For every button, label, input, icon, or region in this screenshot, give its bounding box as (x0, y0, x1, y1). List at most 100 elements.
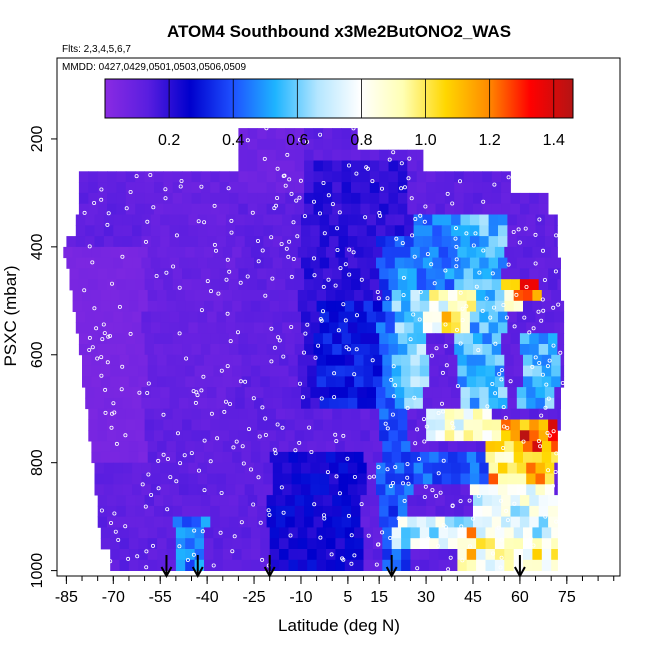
sample-point (260, 405, 265, 410)
heatmap-cell (463, 171, 474, 183)
heatmap-cell (175, 538, 186, 550)
heatmap-cell (144, 203, 155, 215)
heatmap-cell (438, 549, 449, 561)
heatmap-cell (210, 203, 221, 215)
heatmap-cell (116, 182, 127, 194)
heatmap-cell (247, 430, 258, 442)
heatmap-cell (341, 516, 352, 528)
heatmap-cell (154, 192, 164, 205)
heatmap-cell (526, 397, 536, 410)
heatmap-cell (222, 441, 233, 453)
heatmap-cell (144, 268, 155, 280)
heatmap-cell (341, 182, 352, 194)
heatmap-cell (523, 559, 533, 571)
heatmap-cell (457, 300, 468, 312)
heatmap-cell (213, 527, 224, 539)
heatmap-cell (157, 538, 167, 550)
sample-point (144, 549, 149, 554)
heatmap-cell (116, 279, 127, 291)
heatmap-cell (172, 203, 183, 215)
heatmap-cell (172, 279, 183, 291)
heatmap-cell (385, 225, 396, 237)
heatmap-cell (279, 441, 289, 453)
heatmap-cell (457, 451, 468, 464)
heatmap-cell (432, 214, 443, 226)
sample-point (391, 394, 396, 399)
sample-point (511, 229, 516, 234)
heatmap-cell (507, 236, 518, 248)
heatmap-cell (247, 138, 258, 151)
sample-point (517, 240, 522, 245)
heatmap-cell (372, 290, 383, 302)
heatmap-cell (426, 505, 436, 518)
heatmap-cell (257, 149, 267, 161)
sample-point (82, 288, 87, 293)
heatmap-cell (504, 451, 515, 464)
heatmap-cell (235, 387, 246, 399)
heatmap-cell (410, 246, 421, 259)
heatmap-cell (172, 182, 183, 194)
sample-point (383, 421, 388, 426)
heatmap-cell (397, 430, 408, 442)
heatmap-cell (316, 376, 327, 388)
heatmap-cell (538, 279, 549, 291)
heatmap-cell (529, 505, 540, 518)
heatmap-cell (132, 322, 142, 334)
sample-point (454, 327, 459, 332)
sample-point (246, 427, 251, 432)
heatmap-cell (369, 333, 380, 345)
heatmap-cell (222, 290, 233, 302)
heatmap-cell (523, 451, 533, 464)
sample-point (337, 210, 342, 215)
heatmap-cell (551, 246, 558, 259)
heatmap-cell (322, 516, 333, 528)
heatmap-cell (432, 462, 443, 474)
heatmap-cell (250, 527, 261, 539)
heatmap-cell (266, 182, 277, 194)
heatmap-cell (557, 333, 565, 345)
heatmap-cell (338, 473, 349, 485)
sample-point (423, 204, 428, 209)
heatmap-cell (469, 473, 480, 485)
heatmap-cell (282, 322, 292, 334)
heatmap-cell (294, 516, 305, 528)
heatmap-cell (523, 246, 533, 259)
heatmap-cell (476, 300, 486, 312)
heatmap-cell (282, 462, 292, 474)
heatmap-cell (141, 257, 152, 269)
sample-point (523, 226, 528, 231)
heatmap-cell (332, 128, 342, 140)
heatmap-cell (335, 376, 346, 388)
x-tick-label: -25 (242, 589, 265, 606)
heatmap-cell (341, 268, 352, 280)
heatmap-cell (548, 279, 558, 291)
heatmap-cell (266, 495, 277, 507)
plot-frame (56, 57, 621, 577)
heatmap-cell (419, 300, 430, 312)
heatmap-cell (488, 214, 499, 226)
heatmap-cell (413, 225, 424, 237)
heatmap-cell (372, 246, 383, 259)
heatmap-cell (432, 387, 443, 399)
sample-point (285, 152, 290, 157)
heatmap-cell (397, 516, 408, 528)
x-axis-label: Latitude (deg N) (278, 616, 400, 635)
sample-point (99, 355, 104, 360)
sample-point (406, 176, 411, 181)
heatmap-cell (491, 408, 502, 420)
heatmap-cell (82, 300, 92, 312)
heatmap-cell (107, 408, 117, 420)
heatmap-cell (526, 462, 536, 474)
heatmap-cell (238, 149, 249, 161)
heatmap-cell (422, 225, 433, 237)
heatmap-cell (473, 182, 483, 194)
heatmap-cell (141, 387, 152, 399)
heatmap-cell (257, 128, 267, 140)
heatmap-cell (435, 171, 446, 183)
heatmap-cell (482, 344, 493, 356)
heatmap-cell (513, 527, 524, 539)
heatmap-cell (107, 279, 117, 291)
heatmap-cell (272, 311, 283, 323)
sample-point (436, 410, 441, 415)
heatmap-cell (147, 300, 158, 312)
